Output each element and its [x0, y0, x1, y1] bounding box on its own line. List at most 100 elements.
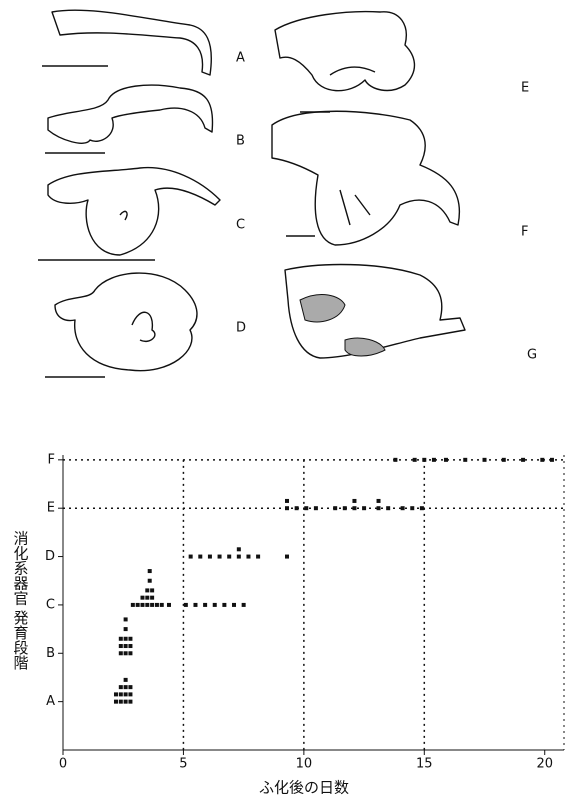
data-point [463, 457, 468, 462]
data-point [150, 602, 155, 607]
data-point [410, 506, 415, 511]
data-point [236, 547, 241, 552]
panel-label: E [521, 81, 529, 96]
data-point [376, 506, 381, 511]
data-point [342, 506, 347, 511]
data-point [145, 595, 150, 600]
x-tick-label: 5 [179, 757, 187, 772]
data-point [482, 457, 487, 462]
data-point [419, 506, 424, 511]
data-point [212, 602, 217, 607]
drawings [38, 9, 466, 378]
data-point [123, 617, 128, 622]
data-point [118, 644, 123, 649]
shaded-organ [299, 294, 386, 357]
data-point [207, 554, 212, 559]
data-point [147, 569, 152, 574]
y-tick-label: A [46, 694, 55, 709]
data-point [198, 554, 203, 559]
data-point [188, 554, 193, 559]
data-point [123, 636, 128, 641]
data-point [222, 602, 227, 607]
panel-label: B [236, 134, 245, 149]
y-tick-label: C [46, 597, 55, 612]
panel-label: G [527, 348, 537, 363]
data-point [128, 644, 133, 649]
data-point [246, 554, 251, 559]
x-axis-label: ふ化後の日数 [259, 779, 349, 797]
data-point [386, 506, 391, 511]
drawing-b [47, 84, 214, 144]
y-axis-label: 消化系器官 発育段階 [12, 530, 30, 670]
data-point [362, 506, 367, 511]
data-point [540, 457, 545, 462]
data-point [217, 554, 222, 559]
data-point [400, 506, 405, 511]
data-point [313, 506, 318, 511]
drawing-e [274, 10, 416, 92]
data-point [422, 457, 427, 462]
data-point [123, 685, 128, 690]
data-point [193, 602, 198, 607]
data-point [145, 602, 150, 607]
data-point [140, 602, 145, 607]
data-point [118, 636, 123, 641]
data-point [183, 602, 188, 607]
x-tick-label: 20 [536, 757, 553, 772]
data-point [145, 588, 150, 593]
data-point [113, 692, 118, 697]
data-point [333, 506, 338, 511]
data-point [352, 498, 357, 503]
data-point [285, 554, 290, 559]
panel-label: C [236, 218, 245, 233]
drawing-c [47, 166, 221, 256]
y-tick-label: B [46, 646, 55, 661]
data-point [123, 692, 128, 697]
data-point [113, 699, 118, 704]
data-point [285, 506, 290, 511]
data-point [123, 677, 128, 682]
drawing-a [51, 9, 212, 76]
data-point [118, 651, 123, 656]
data-point [123, 644, 128, 649]
data-point [130, 602, 135, 607]
data-point [352, 506, 357, 511]
data-point [147, 578, 152, 583]
panel-labels: A B C D E F G [236, 51, 537, 363]
data-point [128, 699, 133, 704]
data-point [128, 636, 133, 641]
data-point [285, 498, 290, 503]
data-point [203, 602, 208, 607]
data-point [135, 602, 140, 607]
panel-label: F [521, 225, 528, 240]
data-point [294, 506, 299, 511]
x-tick-label: 15 [416, 757, 433, 772]
data-point [236, 554, 241, 559]
data-point [118, 692, 123, 697]
data-point [431, 457, 436, 462]
data-point [154, 602, 159, 607]
data-point [123, 627, 128, 632]
data-point [443, 457, 448, 462]
data-point [123, 699, 128, 704]
drawing-f [271, 110, 461, 246]
data-point [166, 602, 171, 607]
data-point [412, 457, 417, 462]
x-tick-label: 10 [296, 757, 313, 772]
data-point [376, 498, 381, 503]
data-point [256, 554, 261, 559]
drawing-d [54, 272, 198, 372]
data-point [118, 685, 123, 690]
data-point [521, 457, 526, 462]
data-point [128, 651, 133, 656]
data-point [549, 457, 554, 462]
data-point [393, 457, 398, 462]
data-point [150, 595, 155, 600]
data-point [128, 685, 133, 690]
data-point [501, 457, 506, 462]
drawing-g [284, 263, 466, 359]
y-tick-label: E [47, 501, 55, 516]
panel-label: D [236, 321, 246, 336]
data-point [241, 602, 246, 607]
data-point [128, 692, 133, 697]
